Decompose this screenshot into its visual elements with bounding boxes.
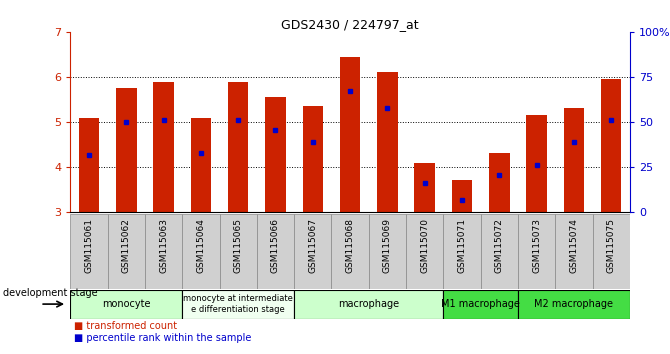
Text: development stage: development stage — [3, 289, 98, 298]
Text: GSM115063: GSM115063 — [159, 218, 168, 273]
Bar — [332, 214, 368, 289]
Bar — [70, 290, 182, 319]
Bar — [377, 73, 397, 212]
Text: ■ transformed count: ■ transformed count — [74, 321, 177, 331]
Bar — [369, 214, 406, 289]
Bar — [257, 214, 294, 289]
Bar — [555, 214, 592, 289]
Bar — [340, 57, 360, 212]
Text: ■ percentile rank within the sample: ■ percentile rank within the sample — [74, 333, 251, 343]
Bar — [228, 81, 249, 212]
Bar — [527, 115, 547, 212]
Text: macrophage: macrophage — [338, 299, 399, 309]
Text: GSM115068: GSM115068 — [346, 218, 354, 273]
Bar — [444, 290, 518, 319]
Bar — [406, 214, 444, 289]
Bar — [444, 214, 480, 289]
Bar — [265, 97, 285, 212]
Bar — [518, 214, 555, 289]
Bar — [518, 290, 630, 319]
Bar — [294, 214, 332, 289]
Bar — [294, 290, 444, 319]
Text: GSM115064: GSM115064 — [196, 218, 206, 273]
Text: GSM115066: GSM115066 — [271, 218, 280, 273]
Bar — [563, 108, 584, 212]
Bar — [153, 81, 174, 212]
Text: GSM115074: GSM115074 — [570, 218, 578, 273]
Text: GSM115075: GSM115075 — [606, 218, 616, 273]
Text: GSM115062: GSM115062 — [122, 218, 131, 273]
Bar — [480, 214, 518, 289]
Text: GSM115071: GSM115071 — [458, 218, 466, 273]
Bar — [145, 214, 182, 289]
Bar — [191, 118, 211, 212]
Text: GSM115069: GSM115069 — [383, 218, 392, 273]
Bar — [79, 118, 99, 212]
Bar — [182, 290, 294, 319]
Bar — [592, 214, 630, 289]
Text: GSM115065: GSM115065 — [234, 218, 243, 273]
Bar — [220, 214, 257, 289]
Text: monocyte at intermediate
e differentiation stage: monocyte at intermediate e differentiati… — [184, 295, 293, 314]
Bar — [108, 214, 145, 289]
Bar — [70, 214, 108, 289]
Title: GDS2430 / 224797_at: GDS2430 / 224797_at — [281, 18, 419, 31]
Bar — [415, 163, 435, 212]
Text: GSM115073: GSM115073 — [532, 218, 541, 273]
Bar — [116, 88, 137, 212]
Text: monocyte: monocyte — [102, 299, 151, 309]
Text: GSM115072: GSM115072 — [494, 218, 504, 273]
Bar — [182, 214, 220, 289]
Text: GSM115070: GSM115070 — [420, 218, 429, 273]
Bar — [489, 153, 509, 212]
Text: GSM115067: GSM115067 — [308, 218, 318, 273]
Bar — [452, 180, 472, 212]
Text: M1 macrophage: M1 macrophage — [441, 299, 520, 309]
Text: M2 macrophage: M2 macrophage — [535, 299, 613, 309]
Bar — [601, 79, 621, 212]
Text: GSM115061: GSM115061 — [84, 218, 94, 273]
Bar — [303, 106, 323, 212]
